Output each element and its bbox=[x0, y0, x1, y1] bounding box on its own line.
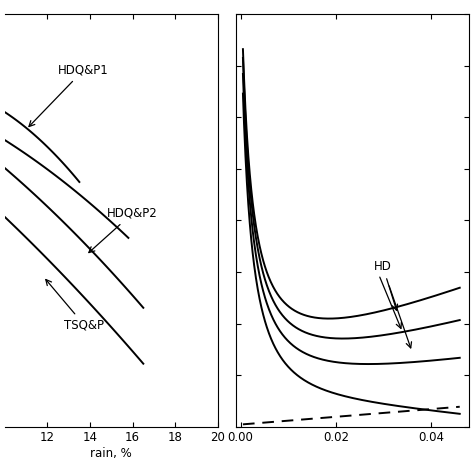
X-axis label: rain, %: rain, % bbox=[91, 447, 132, 460]
Text: HDQ&P2: HDQ&P2 bbox=[89, 207, 158, 253]
Text: HD: HD bbox=[374, 260, 398, 310]
Text: TSQ&P: TSQ&P bbox=[46, 280, 104, 332]
Text: HDQ&P1: HDQ&P1 bbox=[29, 64, 109, 127]
